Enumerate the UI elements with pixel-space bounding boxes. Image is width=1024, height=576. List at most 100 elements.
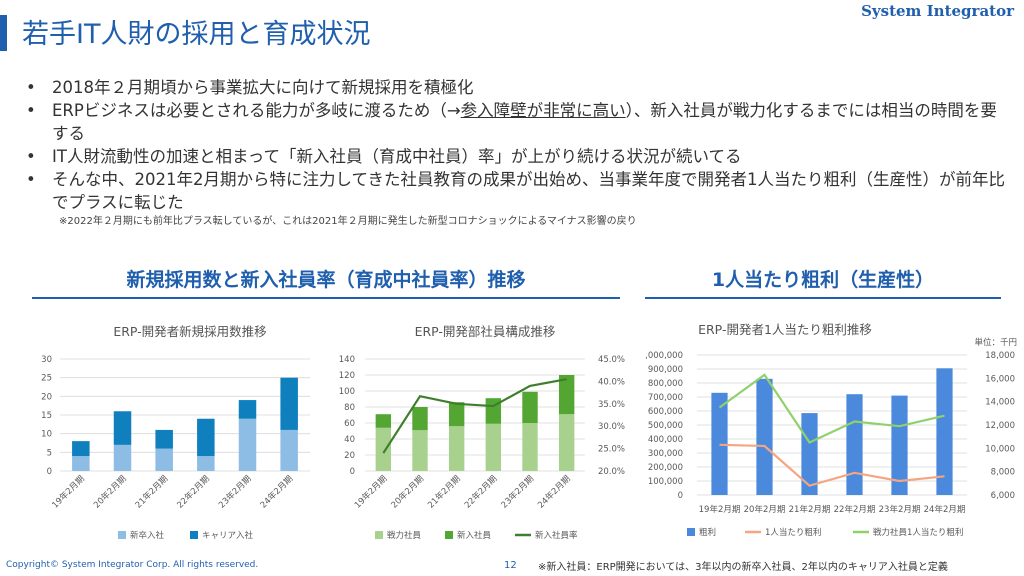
bullet-list: • 2018年２月期頃から事業拡大に向けて新規採用を積極化 • ERPビジネスは必要…: [26, 76, 1006, 229]
y2-tick-label: 14,000: [985, 398, 1015, 408]
x-tick-label: 20年2月期: [91, 473, 128, 510]
bar-segment: [375, 414, 392, 428]
bullet-item: • 2018年２月期頃から事業拡大に向けて新規採用を積極化: [26, 78, 474, 97]
bar-gross-profit: [936, 368, 953, 495]
y-tick-label: 100,000: [648, 477, 683, 487]
bar-segment: [375, 427, 392, 471]
legend-swatch: [445, 531, 453, 539]
legend-label: 戦力社員: [387, 530, 422, 541]
x-tick-label: 20年2月期: [744, 504, 786, 515]
bar-gross-profit: [891, 395, 908, 495]
y-tick-label: 700,000: [648, 393, 683, 403]
bar-segment: [485, 423, 502, 471]
x-tick-label: 21年2月期: [789, 504, 831, 515]
unit-label: 単位：千円: [974, 337, 1017, 348]
x-tick-label: 19年2月期: [50, 473, 87, 510]
chart-title: ERP-開発者1人当たり粗利推移: [698, 322, 872, 337]
series-line-profit-per-core-staff: [718, 373, 945, 444]
bar-segment: [448, 402, 465, 427]
y-tick-label: 100: [339, 387, 355, 397]
legend-swatch: [687, 528, 695, 536]
bar-segment: [412, 430, 428, 471]
bar-segment: [522, 423, 538, 471]
legend-label: 粗利: [699, 527, 716, 538]
bar-segment: [558, 414, 575, 471]
bar-segment: [72, 456, 90, 471]
legend-label: 新卒入社: [130, 530, 165, 541]
bar-segment: [238, 400, 257, 419]
bar-segment: [113, 444, 132, 471]
y-tick-label: 25: [41, 374, 52, 384]
bar-segment: [197, 418, 215, 457]
y-tick-label: 600,000: [648, 407, 683, 417]
chart-title: ERP-開発者新規採用数推移: [113, 324, 266, 339]
y2-tick-label: 35.0%: [598, 400, 625, 410]
bar-gross-profit: [711, 392, 728, 495]
legend-swatch: [190, 531, 198, 539]
legend-label: 新入社員: [457, 530, 492, 541]
section-title-productivity: 1人当たり粗利（生産性）: [711, 269, 935, 291]
brand-logo-text: System Integrator: [861, 2, 1014, 20]
x-tick-label: 24年2月期: [258, 473, 295, 510]
bullet-item: • IT人財流動性の加速と相まって「新入社員（育成中社員）率」が上がり続ける状況が…: [26, 147, 742, 166]
bar-gross-profit: [846, 394, 863, 495]
legend-label: 1人当たり粗利: [765, 527, 821, 538]
bar-segment: [558, 375, 575, 415]
legend-label: 戦力社員1人当たり粗利: [873, 527, 963, 538]
series-line-rate: [382, 378, 567, 454]
legend-label: キャリア入社: [202, 530, 254, 541]
y2-tick-label: 10,000: [985, 444, 1015, 454]
x-tick-label: 22年2月期: [175, 473, 212, 510]
bullet-item: • そんな中、2021年2月期から特に注力してきた社員教育の成果が出始め、当事業年…: [26, 170, 1005, 212]
y-tick-label: 0: [47, 467, 52, 477]
y-tick-label: 0: [678, 491, 683, 501]
bullet-item: • ERPビジネスは必要とされる能力が多岐に渡るため（→参入障壁が非常に高い）、新…: [26, 101, 997, 143]
y2-tick-label: 12,000: [985, 421, 1015, 431]
legend-label: 新入社員率: [535, 530, 578, 541]
x-tick-label: 22年2月期: [834, 504, 876, 515]
y-tick-label: 20: [344, 451, 355, 461]
y-tick-label: 40: [344, 435, 355, 445]
bar-segment: [280, 429, 298, 471]
y2-tick-label: 18,000: [985, 351, 1015, 361]
bar-segment: [155, 429, 173, 449]
y-tick-label: 300,000: [648, 449, 683, 459]
bar-gross-profit: [801, 413, 818, 495]
bar-segment: [155, 448, 173, 471]
y2-tick-label: 8,000: [991, 468, 1015, 478]
section-divider-right: [645, 297, 1001, 299]
title-accent-bar: [0, 15, 7, 51]
page-title: 若手IT人財の採用と育成状況: [22, 19, 371, 50]
y-tick-label: 500,000: [648, 421, 683, 431]
bar-segment: [448, 426, 465, 471]
bar-segment: [238, 418, 257, 471]
y-tick-label: 900,000: [648, 365, 683, 375]
y-tick-label: 0: [350, 467, 355, 477]
x-tick-label: 19年2月期: [352, 473, 389, 510]
y2-tick-label: 25.0%: [598, 445, 625, 455]
y-tick-label: 20: [41, 392, 52, 402]
bar-segment: [72, 441, 90, 457]
series-line-profit-per-person: [719, 443, 945, 487]
legend-swatch: [375, 531, 383, 539]
bar-segment: [522, 391, 538, 423]
x-tick-label: 24年2月期: [924, 504, 966, 515]
y-tick-label: 10: [41, 430, 52, 440]
y-tick-label: 30: [41, 355, 52, 365]
y-tick-label: 60: [344, 419, 355, 429]
x-tick-label: 22年2月期: [462, 473, 499, 510]
bar-segment: [113, 411, 132, 445]
y2-tick-label: 6,000: [991, 491, 1015, 501]
underlined-phrase: 参入障壁が非常に高い: [460, 101, 626, 120]
y-tick-label: 1,000,000: [645, 351, 683, 361]
y-tick-label: 400,000: [648, 435, 683, 445]
chart-hiring: ERP-開発者新規採用数推移 0 5 10 15 20 25 30 19年2月期 20年2月期 21…: [41, 324, 310, 541]
section-divider-left: [32, 297, 620, 299]
y-tick-label: 120: [339, 371, 355, 381]
copyright: Copyright© System Integrator Corp. All r…: [6, 560, 259, 570]
y-tick-label: 80: [344, 403, 355, 413]
y-tick-label: 5: [47, 448, 52, 458]
footer-definition-note: ※新入社員：ERP開発においては、3年以内の新卒入社員、2年以内のキャリア入社員…: [538, 562, 948, 573]
y2-tick-label: 20.0%: [598, 467, 625, 477]
